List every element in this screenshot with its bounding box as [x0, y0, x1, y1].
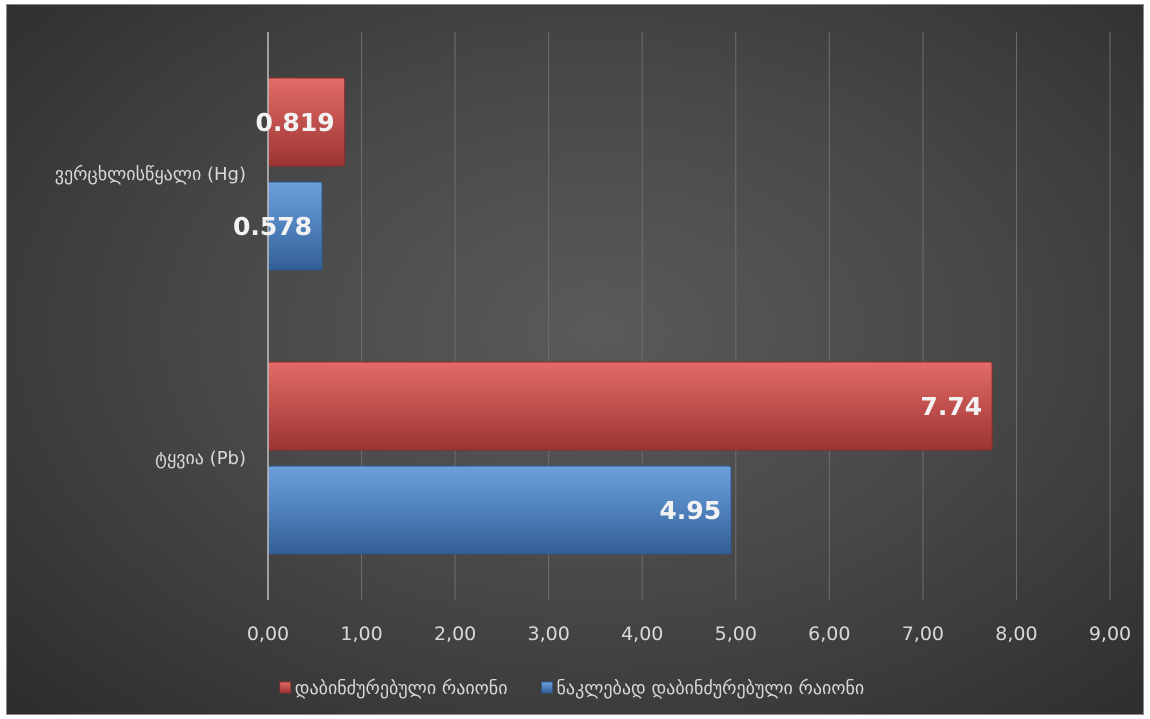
x-tick-label: 1,00	[340, 623, 382, 645]
bars	[267, 77, 993, 555]
x-tick-label: 9,00	[1089, 623, 1131, 645]
legend-swatch	[541, 681, 553, 694]
labels: 0,00 1,00 2,00 3,00 4,00 5,00 6,00 7,00 8,00 9,00…	[55, 108, 1131, 645]
legend-label: ნაკლებად დაბინძურებული რაიონი	[557, 678, 865, 699]
legend: დაბინძურებული რაიონი ნაკლებად დაბინძურებუ…	[279, 678, 865, 699]
category-label: ვერცხლისწყალი (Hg)	[55, 164, 246, 185]
x-tick-label: 8,00	[995, 623, 1037, 645]
x-tick-label: 6,00	[808, 623, 850, 645]
legend-label: დაბინძურებული რაიონი	[295, 678, 508, 699]
data-label: 0.819	[256, 108, 335, 137]
category-label: ტყვია (Pb)	[155, 448, 246, 469]
x-tick-label: 2,00	[434, 623, 476, 645]
data-label: 7.74	[920, 392, 982, 421]
x-tick-label: 3,00	[528, 623, 570, 645]
x-tick-label: 7,00	[902, 623, 944, 645]
bar	[267, 361, 993, 451]
x-tick-label: 0,00	[247, 623, 289, 645]
x-tick-label: 5,00	[715, 623, 757, 645]
x-tick-label: 4,00	[621, 623, 663, 645]
chart-frame	[6, 4, 1144, 715]
data-label: 4.95	[659, 496, 721, 525]
legend-swatch	[279, 681, 292, 694]
data-label: 0.578	[233, 212, 312, 241]
